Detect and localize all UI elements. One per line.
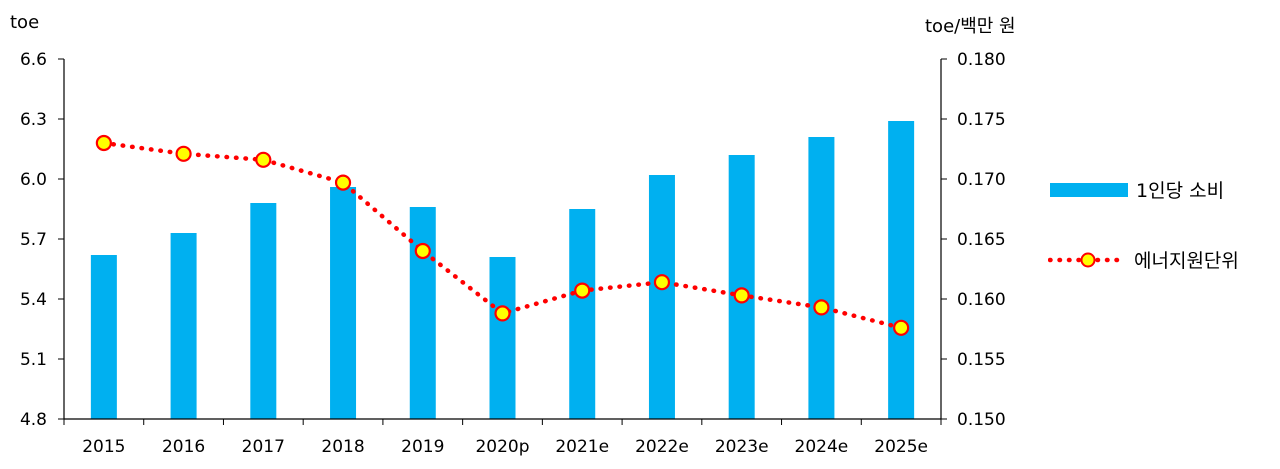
x-tick-label-2023e: 2023e <box>715 437 769 457</box>
line-point-2015 <box>95 134 112 152</box>
line-point-2022e <box>653 274 671 291</box>
left-tick-label: 6.3 <box>20 110 47 130</box>
legend-marker-sample <box>1080 252 1096 267</box>
left-tick-label: 6.6 <box>20 50 47 70</box>
line-point-2025e <box>893 319 910 336</box>
x-tick-label-2018: 2018 <box>321 437 364 457</box>
right-tick-label: 0.165 <box>957 230 1006 250</box>
line-point-2016 <box>175 145 192 162</box>
x-tick-label-2020p: 2020p <box>475 437 529 457</box>
left-tick-label: 5.1 <box>20 350 47 370</box>
legend-label-bar-series: 1인당 소비 <box>1136 180 1225 202</box>
left-tick-label: 5.4 <box>20 290 47 310</box>
legend-item-bar-series: 1인당 소비 <box>1050 176 1224 203</box>
bar-2020p <box>489 257 516 419</box>
line-point-2021e <box>574 282 591 299</box>
x-tick-label-2022e: 2022e <box>635 437 689 457</box>
bar-2015 <box>90 255 117 419</box>
left-tick-label: 5.7 <box>20 230 47 250</box>
x-tick-label-2015: 2015 <box>82 437 125 457</box>
x-tick-label-2016: 2016 <box>162 437 205 457</box>
line-point-2020p <box>494 305 511 322</box>
left-tick-label: 6.0 <box>20 170 47 190</box>
bar-2017 <box>250 203 277 419</box>
bar-2021e <box>569 209 596 419</box>
right-tick-label: 0.155 <box>957 350 1006 370</box>
bar-2018 <box>330 187 357 419</box>
x-tick-label-2019: 2019 <box>401 437 444 457</box>
x-tick-label-2021e: 2021e <box>555 437 609 457</box>
right-tick-label: 0.170 <box>957 170 1006 190</box>
bar-2023e <box>728 155 755 419</box>
right-tick-label: 0.150 <box>957 410 1006 430</box>
legend-item-line-series: 에너지원단위 <box>1048 246 1239 273</box>
line-point-2019 <box>414 242 431 260</box>
line-series-path <box>101 140 904 331</box>
line-point-2018 <box>334 174 352 191</box>
bar-2022e <box>648 175 675 419</box>
left-axis-unit-label: toe <box>10 12 40 33</box>
x-tick-label-2024e: 2024e <box>795 437 849 457</box>
left-tick-label: 4.8 <box>20 410 47 430</box>
bar-2019 <box>409 207 436 419</box>
right-tick-label: 0.175 <box>957 110 1006 130</box>
line-point-2017 <box>255 151 272 168</box>
right-axis-unit-label: toe/백만 원 <box>925 16 1016 37</box>
legend-label-line-series: 에너지원단위 <box>1134 250 1239 272</box>
right-tick-label: 0.160 <box>957 290 1006 310</box>
legend-line-swatch <box>1048 252 1128 267</box>
bar-2016 <box>170 233 197 419</box>
legend-bar-swatch <box>1050 182 1128 197</box>
x-tick-label-2017: 2017 <box>242 437 285 457</box>
bar-2025e <box>888 121 915 419</box>
x-tick-label-2025e: 2025e <box>874 437 928 457</box>
line-point-2024e <box>813 299 830 316</box>
right-tick-label: 0.180 <box>957 50 1006 70</box>
line-point-2023e <box>733 287 750 304</box>
bar-2024e <box>808 137 835 419</box>
